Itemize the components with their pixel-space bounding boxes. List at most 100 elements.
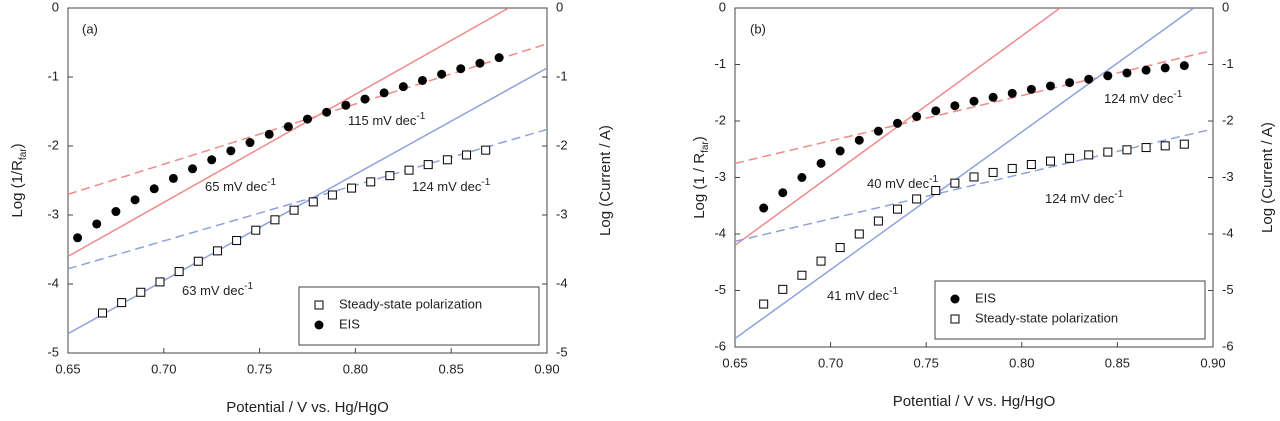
marker-square: [1065, 153, 1075, 163]
legend-label: Steady-state polarization: [975, 310, 1118, 325]
marker-square: [950, 178, 960, 188]
marker-square: [1122, 145, 1132, 155]
annotation-sup: -1: [267, 177, 276, 188]
fit-line: [68, 67, 547, 335]
panel-label: (b): [750, 21, 766, 36]
marker-circle: [1065, 78, 1075, 88]
marker-circle: [988, 92, 998, 102]
y-tick-label: -1: [714, 56, 726, 71]
marker-circle: [188, 164, 198, 174]
marker-square: [1160, 141, 1170, 151]
y-tick-label: -6: [714, 338, 726, 353]
legend: Steady-state polarization EIS: [298, 286, 540, 346]
marker-square: [193, 256, 203, 266]
y2-tick-label: -1: [1222, 56, 1234, 71]
marker-square: [314, 300, 324, 310]
marker-circle: [1084, 74, 1094, 84]
y-tick-label: -2: [714, 112, 726, 127]
y-tick-label: 0: [52, 0, 59, 14]
marker-circle: [245, 138, 255, 148]
y-axis-title: Log (1 / Rfar): [691, 136, 711, 219]
marker-circle: [873, 126, 883, 136]
annotation-sup: -1: [929, 174, 938, 185]
marker-square: [366, 177, 376, 187]
annotation-text: 65 mV dec: [205, 179, 268, 194]
y-tick-label: -2: [47, 137, 59, 152]
y-tick-label: -4: [714, 225, 726, 240]
marker-circle: [778, 188, 788, 198]
y-axis-title-sub: far: [700, 141, 711, 153]
x-axis-title: Potential / V vs. Hg/HgO: [893, 393, 1056, 410]
annotation-text: 124 mV dec: [1104, 91, 1174, 106]
annotation-sup: -1: [481, 177, 490, 188]
marker-square: [759, 299, 769, 309]
x-tick-label: 0.80: [1009, 355, 1034, 370]
y2-tick-label: -1: [556, 68, 568, 83]
marker-square: [912, 194, 922, 204]
x-axis-title: Potential / V vs. Hg/HgO: [226, 399, 389, 416]
marker-circle: [854, 135, 864, 145]
x-tick-label: 0.65: [722, 355, 747, 370]
marker-circle: [303, 114, 312, 124]
legend-box: [298, 286, 540, 346]
slope-annotation: 124 mV dec-1: [1104, 89, 1183, 106]
marker-square: [97, 308, 107, 318]
y-axis-title-end: ): [691, 136, 708, 141]
x-tick-label: 0.85: [1105, 355, 1130, 370]
marker-square: [969, 172, 979, 182]
plot-area: [68, 8, 547, 335]
y-tick-label: -3: [47, 206, 59, 221]
annotation-text: 40 mV dec: [867, 176, 930, 191]
marker-square: [117, 298, 127, 308]
marker-circle: [456, 64, 466, 74]
fit-line: [735, 8, 1195, 340]
marker-square: [1141, 143, 1151, 153]
marker-square: [270, 215, 280, 225]
slope-annotation: 124 mV dec-1: [412, 177, 491, 194]
legend-label: Steady-state polarization: [339, 296, 482, 311]
y-tick-label: -1: [47, 68, 59, 83]
y-tick-label: -3: [714, 169, 726, 184]
marker-square: [308, 197, 318, 207]
marker-circle: [226, 146, 236, 156]
marker-circle: [130, 195, 140, 205]
fit-line: [735, 128, 1213, 243]
marker-circle: [1045, 81, 1055, 91]
marker-square: [347, 183, 357, 193]
slope-annotation: 63 mV dec-1: [182, 281, 253, 298]
marker-square: [854, 229, 864, 239]
marker-circle: [314, 320, 324, 330]
x-tick-label: 0.80: [343, 361, 368, 376]
marker-circle: [1122, 68, 1132, 78]
marker-square: [950, 314, 960, 324]
annotation-sup: -1: [244, 281, 253, 292]
marker-square: [931, 185, 941, 195]
marker-circle: [1160, 63, 1170, 73]
y-tick-label: -5: [47, 344, 59, 359]
marker-square: [462, 150, 472, 160]
marker-square: [873, 216, 883, 226]
marker-square: [1045, 156, 1055, 166]
marker-square: [136, 287, 146, 297]
x-tick-label: 0.90: [1200, 355, 1225, 370]
marker-circle: [1007, 88, 1017, 98]
panel: 0.65 0.70 0.75 0.80 0.85 0.90 -6 -5 -4 -3 -2 -1 0 -6 -…: [691, 0, 1276, 410]
y-tick-label: -5: [714, 282, 726, 297]
marker-circle: [835, 146, 845, 156]
y2-tick-label: -2: [1222, 112, 1234, 127]
fit-line: [68, 8, 510, 258]
annotation-text: 63 mV dec: [182, 283, 245, 298]
y-tick-label: -4: [47, 275, 59, 290]
marker-square: [816, 256, 826, 266]
marker-square: [835, 243, 845, 253]
y2-tick-label: -3: [1222, 169, 1234, 184]
marker-circle: [207, 155, 217, 165]
marker-circle: [797, 173, 807, 182]
annotation-text: 41 mV dec: [827, 288, 890, 303]
fit-line: [68, 128, 547, 270]
marker-circle: [264, 129, 274, 139]
marker-square: [778, 284, 788, 294]
marker-circle: [168, 173, 178, 183]
y2-tick-label: -5: [1222, 282, 1234, 297]
